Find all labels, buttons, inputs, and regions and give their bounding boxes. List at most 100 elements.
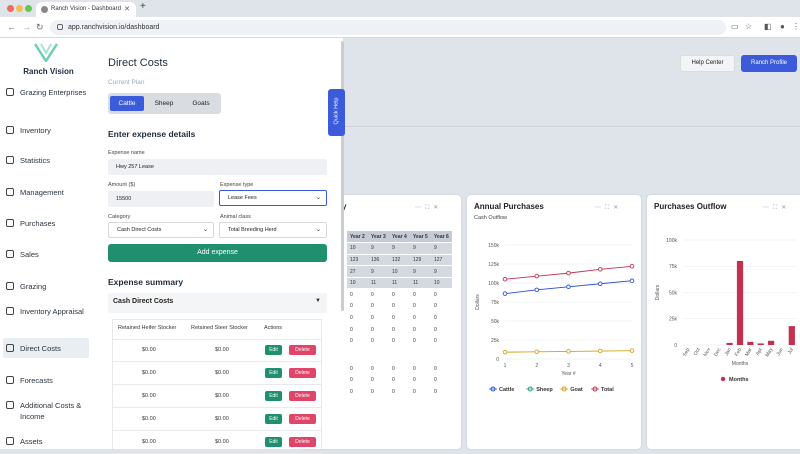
data-point-cattle <box>534 287 539 293</box>
category-select[interactable]: Cash Direct Costs ⌄ <box>108 222 214 238</box>
add-expense-button[interactable]: Add expense <box>108 244 327 262</box>
sidebar-item-grazing[interactable]: Grazing <box>3 281 89 293</box>
sidebar-item-grazing-enterprises[interactable]: Grazing Enterprises <box>3 87 89 111</box>
address-bar[interactable]: app.ranchvision.io/dashboard <box>50 20 726 35</box>
reload-icon[interactable]: ↻ <box>36 22 44 32</box>
x-tick-label: Jul <box>787 347 795 356</box>
table-header-cell: Year 2 <box>347 231 368 244</box>
site-info-icon[interactable] <box>57 24 63 30</box>
expense-type-select[interactable]: Lease Fees ⌄ <box>219 190 327 206</box>
expand-icon[interactable]: ⛶ <box>605 205 614 211</box>
expense-type-label: Expense type <box>220 182 254 188</box>
more-icon[interactable]: ⋯ <box>763 205 773 211</box>
minimize-window-icon[interactable] <box>16 5 23 12</box>
edit-button[interactable]: Edit <box>265 391 282 401</box>
sidebar-item-sales[interactable]: Sales <box>3 249 89 261</box>
collapse-caret-icon[interactable]: ▼ <box>315 298 321 304</box>
plan-tab-cattle[interactable]: Cattle <box>110 96 144 111</box>
summary-divider <box>112 339 322 340</box>
amount-field[interactable]: 15500 <box>108 191 214 207</box>
y-tick-label: 50k <box>669 290 678 296</box>
heifer-value: $0.00 <box>142 347 156 353</box>
sidebar-item-management[interactable]: Management <box>3 187 89 199</box>
sidebar-item-purchases[interactable]: Purchases <box>3 218 89 230</box>
sidebar: Ranch Vision <box>0 38 97 449</box>
profile-icon[interactable]: ● <box>780 22 785 31</box>
delete-button[interactable]: Delete <box>289 391 316 401</box>
table-cell: 0 <box>368 374 389 387</box>
annual-purchases-subtitle: Cash Outflow <box>474 215 508 221</box>
sidebar-item-statistics[interactable]: Statistics <box>3 155 89 167</box>
extensions-icon[interactable]: ◧ <box>764 22 772 31</box>
edit-button[interactable]: Edit <box>265 345 282 355</box>
plan-tab-sheep[interactable]: Sheep <box>154 100 174 107</box>
new-tab-icon[interactable]: + <box>140 1 146 12</box>
sidebar-item-inventory[interactable]: Inventory <box>3 125 89 137</box>
steer-value: $0.00 <box>215 439 229 445</box>
expand-icon[interactable]: ⛶ <box>773 205 782 211</box>
table-cell: 0 <box>347 386 368 399</box>
forward-icon[interactable]: → <box>22 22 31 32</box>
sidebar-item-direct-costs[interactable]: Direct Costs <box>3 338 89 358</box>
quick-help-tab[interactable]: Quick Help <box>328 89 345 136</box>
sidebar-item-additional-costs-income[interactable]: Additional Costs & Income <box>3 400 89 424</box>
browser-tab[interactable]: Ranch Vision - Dashboard ✕ <box>36 2 136 17</box>
edit-button[interactable]: Edit <box>265 414 282 424</box>
table-cell: 0 <box>368 362 389 376</box>
edit-button[interactable]: Edit <box>265 437 282 447</box>
x-tick-label: Mar <box>744 347 754 358</box>
animal-class-select[interactable]: Total Breeding Herd ⌄ <box>219 222 327 238</box>
chevron-down-icon: ⌄ <box>315 195 321 201</box>
table-cell <box>347 346 368 364</box>
delete-button[interactable]: Delete <box>289 345 316 355</box>
y-tick-label: 125k <box>488 262 499 268</box>
delete-button[interactable]: Delete <box>289 437 316 447</box>
menu-icon[interactable]: ⋮ <box>792 22 800 31</box>
close-window-icon[interactable] <box>7 5 14 12</box>
expand-icon[interactable]: ⛶ <box>425 205 434 211</box>
cast-icon[interactable]: ▭ <box>731 22 739 31</box>
more-icon[interactable]: ⋯ <box>415 205 425 211</box>
expense-name-field[interactable]: Hwy 257 Lease <box>108 159 327 175</box>
sidebar-item-forecasts[interactable]: Forecasts <box>3 375 89 387</box>
building-icon <box>6 437 14 445</box>
close-icon[interactable]: ✕ <box>613 205 623 211</box>
table-cell: 0 <box>431 288 452 302</box>
more-icon[interactable]: ⋯ <box>595 205 605 211</box>
sidebar-item-inventory-appraisal[interactable]: Inventory Appraisal <box>3 306 89 330</box>
table-cell: 129 <box>410 254 431 267</box>
back-icon[interactable]: ← <box>7 22 16 32</box>
data-point-total <box>502 276 508 282</box>
data-point-cattle <box>629 278 635 283</box>
table-cell: 0 <box>368 323 389 336</box>
sidebar-item-assets[interactable]: Assets <box>3 436 89 448</box>
ranch-profile-button[interactable]: Ranch Profile <box>741 55 797 72</box>
table-cell: 0 <box>431 374 452 387</box>
summary-title: Expense summary <box>108 277 184 287</box>
edit-button[interactable]: Edit <box>265 368 282 378</box>
close-tab-icon[interactable]: ✕ <box>124 6 130 13</box>
close-icon[interactable]: ✕ <box>433 205 443 211</box>
delete-button[interactable]: Delete <box>289 414 316 424</box>
sidebar-item-label: Additional Costs & Income <box>20 401 82 421</box>
data-point-total <box>566 270 571 276</box>
close-icon[interactable]: ✕ <box>781 205 791 211</box>
table-cell: 0 <box>368 312 389 325</box>
panel-scrollbar[interactable] <box>341 41 344 311</box>
bookmark-star-icon[interactable]: ☆ <box>745 22 753 31</box>
page-title: Direct Costs <box>108 57 168 69</box>
table-cell: 0 <box>410 374 431 387</box>
sidebar-item-label: Inventory <box>20 126 51 135</box>
summary-divider <box>112 361 322 362</box>
table-cell: 0 <box>389 362 410 376</box>
help-center-button[interactable]: Help Center <box>680 55 735 72</box>
summary-section-header[interactable]: Cash Direct Costs ▼ <box>108 293 327 313</box>
maximize-window-icon[interactable] <box>25 5 32 12</box>
table-cell: 10 <box>431 277 452 290</box>
delete-button[interactable]: Delete <box>289 368 316 378</box>
table-cell: 0 <box>431 323 452 336</box>
table-row: 10 11 11 11 10 <box>347 277 452 290</box>
plan-tab-goats[interactable]: Goats <box>192 100 210 107</box>
